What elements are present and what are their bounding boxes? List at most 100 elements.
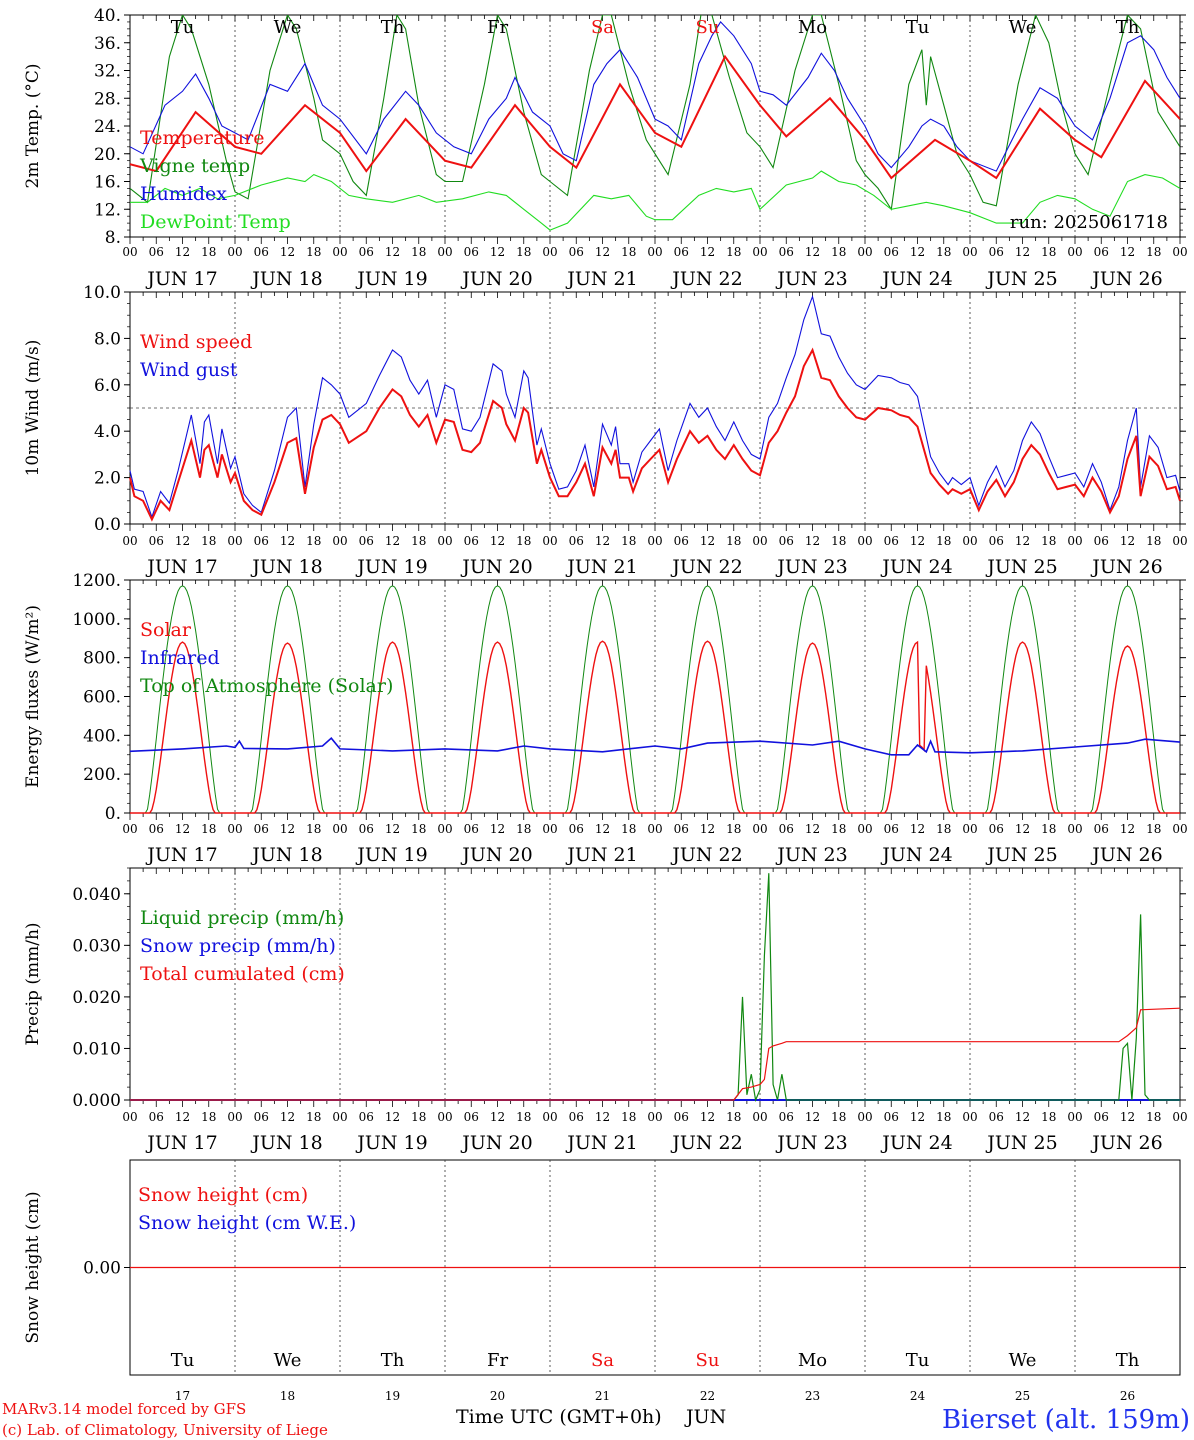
y-tick-label: 0.0 [94, 515, 121, 535]
hour-label: 18 [936, 534, 951, 548]
hour-label: 06 [464, 245, 479, 259]
y-tick-label: 0. [105, 804, 121, 824]
hour-label: 12 [805, 245, 820, 259]
y-tick-label: 1200. [72, 571, 121, 591]
hour-label: 00 [857, 822, 872, 836]
hour-label: 18 [726, 245, 741, 259]
hour-label: 18 [726, 822, 741, 836]
y-tick-label: 12. [94, 200, 121, 220]
weekday-label: We [1009, 17, 1037, 38]
legend-entry: Humidex [140, 183, 227, 205]
y-tick-label: 0.020 [72, 988, 121, 1008]
legend-entry: Total cumulated (cm) [140, 963, 345, 985]
hour-label: 00 [437, 1110, 452, 1124]
hour-label: 00 [857, 534, 872, 548]
hour-label: 06 [359, 1110, 374, 1124]
date-label: JUN 23 [775, 556, 847, 578]
panel-4: 0.000 0.010 0.020 0.030 0.040 Precip (mm/h) 00… [23, 867, 1188, 1154]
y-tick-label: 16. [94, 173, 121, 193]
hour-label: 18 [1041, 1110, 1056, 1124]
y-axis-label: Energy fluxes (W/m²) [23, 605, 43, 788]
hour-label: 18 [411, 534, 426, 548]
hour-label: 12 [910, 1110, 925, 1124]
hour-label: 06 [884, 822, 899, 836]
date-label: JUN 26 [1090, 268, 1162, 290]
weekday-label: Th [381, 17, 405, 38]
hour-label: 06 [464, 822, 479, 836]
hour-label: 12 [1015, 1110, 1030, 1124]
series-dewpoint-temp [130, 170, 1180, 231]
date-label: JUN 21 [565, 1132, 637, 1154]
hour-label: 12 [490, 245, 505, 259]
hour-label: 18 [306, 534, 321, 548]
hour-label: 06 [989, 534, 1004, 548]
footer: Time UTC (GMT+0h) JUN MARv3.14 model force… [2, 1400, 1190, 1439]
hour-label: 12 [595, 1110, 610, 1124]
hour-label: 12 [1015, 534, 1030, 548]
weekday-label: Tu [171, 1350, 195, 1371]
y-tick-label: 6.0 [94, 376, 121, 396]
day-number: 18 [280, 1389, 295, 1403]
date-label: JUN 21 [565, 268, 637, 290]
date-label: JUN 20 [460, 268, 532, 290]
hour-label: 06 [884, 534, 899, 548]
hour-label: 12 [910, 822, 925, 836]
legend-entry: Snow height (cm W.E.) [138, 1212, 356, 1234]
hour-label: 18 [831, 822, 846, 836]
date-label: JUN 17 [145, 1132, 217, 1154]
y-axis-label: Snow height (cm) [23, 1191, 43, 1343]
date-label: JUN 22 [670, 556, 742, 578]
hour-label: 18 [1041, 822, 1056, 836]
hour-label: 18 [516, 245, 531, 259]
hour-label: 12 [1120, 1110, 1135, 1124]
hour-label: 00 [752, 534, 767, 548]
legend-entry: Temperature [140, 127, 264, 149]
date-label: JUN 20 [460, 844, 532, 866]
hour-label: 12 [700, 822, 715, 836]
hour-label: 06 [989, 245, 1004, 259]
y-axis-label: 10m Wind (m/s) [23, 340, 43, 477]
hour-label: 18 [726, 534, 741, 548]
hour-label: 00 [752, 1110, 767, 1124]
hour-label: 12 [700, 245, 715, 259]
weekday-label: Mo [798, 17, 827, 38]
y-tick-label: 4.0 [94, 422, 121, 442]
y-tick-label: 400. [83, 726, 121, 746]
hour-label: 00 [332, 822, 347, 836]
hour-label: 00 [122, 534, 137, 548]
hour-label: 12 [280, 245, 295, 259]
hour-label: 00 [1067, 245, 1082, 259]
date-label: JUN 22 [670, 844, 742, 866]
hour-label: 00 [122, 822, 137, 836]
date-label: JUN 19 [355, 556, 427, 578]
date-label: JUN 26 [1090, 844, 1162, 866]
hour-label: 06 [359, 534, 374, 548]
hour-label: 06 [1094, 822, 1109, 836]
date-label: JUN 22 [670, 268, 742, 290]
day-number: 25 [1015, 1389, 1030, 1403]
hour-label: 18 [621, 822, 636, 836]
credit-line-1: MARv3.14 model forced by GFS [2, 1400, 246, 1418]
hour-label: 06 [1094, 1110, 1109, 1124]
hour-label: 06 [674, 534, 689, 548]
day-number: 19 [385, 1389, 400, 1403]
hour-label: 18 [1146, 534, 1161, 548]
y-tick-label: 1000. [72, 610, 121, 630]
hour-label: 06 [989, 822, 1004, 836]
hour-label: 12 [280, 1110, 295, 1124]
hour-label: 18 [516, 1110, 531, 1124]
hour-label: 00 [437, 822, 452, 836]
hour-label: 18 [1146, 822, 1161, 836]
hour-label: 00 [332, 245, 347, 259]
hour-label: 12 [805, 1110, 820, 1124]
date-label: JUN 25 [985, 1132, 1057, 1154]
credit-line-2: (c) Lab. of Climatology, University of L… [2, 1421, 328, 1439]
hour-label: 12 [280, 534, 295, 548]
y-tick-label: 32. [94, 62, 121, 82]
hour-label: 18 [936, 1110, 951, 1124]
hour-label: 12 [595, 534, 610, 548]
hour-label: 06 [1094, 534, 1109, 548]
y-tick-label: 200. [83, 765, 121, 785]
date-label: JUN 25 [985, 844, 1057, 866]
hour-label: 00 [227, 822, 242, 836]
